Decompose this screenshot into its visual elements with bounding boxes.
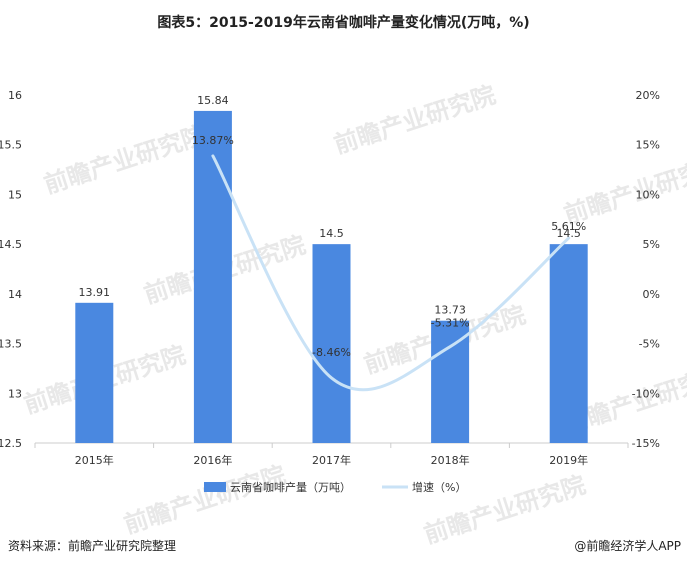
bar [549,244,588,443]
y-right-tick-label: 0% [643,288,660,301]
bar [431,320,470,443]
x-tick-label: 2019年 [549,453,588,467]
line-value-label: -5.31% [431,317,470,330]
bar [193,110,232,443]
y-left-tick-label: 14.5 [0,238,22,251]
legend-label-line: 增速（%） [412,480,466,494]
bar-value-label: 14.5 [556,227,581,240]
source-note: 资料来源：前瞻产业研究院整理 [8,539,177,553]
y-right-tick-label: 10% [636,188,660,201]
x-tick-label: 2018年 [431,453,470,467]
bar-value-label: 15.84 [197,94,229,107]
bar-value-label: 14.5 [319,227,344,240]
line-value-label: 13.87% [192,134,234,147]
y-left-tick-label: 15 [8,188,22,201]
legend-swatch-bar [204,482,226,492]
chart-title: 图表5：2015-2019年云南省咖啡产量变化情况(万吨，%) [157,15,530,31]
bar-value-label: 13.73 [434,304,466,317]
y-left-tick-label: 13 [8,387,22,400]
y-left-tick-label: 12.5 [0,437,22,450]
line-value-label: 5.61% [551,220,586,233]
x-tick-label: 2016年 [193,453,232,467]
y-right-tick-label: 15% [636,139,660,152]
x-tick-label: 2015年 [75,453,114,467]
y-right-tick-label: -10% [632,387,660,400]
y-left-tick-label: 16 [8,89,22,102]
y-left-tick-label: 13.5 [0,338,22,351]
legend-label-bar: 云南省咖啡产量（万吨） [230,480,351,494]
y-left-tick-label: 15.5 [0,139,22,152]
bar-value-label: 13.91 [79,286,111,299]
bar [312,244,351,443]
line-value-label: -8.46% [312,346,351,359]
y-right-tick-label: 5% [643,238,660,251]
brand-note: @前瞻经济学人APP [574,539,681,553]
y-right-tick-label: 20% [636,89,660,102]
y-right-tick-label: -15% [632,437,660,450]
y-right-tick-label: -5% [639,338,660,351]
growth-line [211,154,571,392]
y-left-tick-label: 14 [8,288,22,301]
bar [75,302,114,443]
x-tick-label: 2017年 [312,453,351,467]
